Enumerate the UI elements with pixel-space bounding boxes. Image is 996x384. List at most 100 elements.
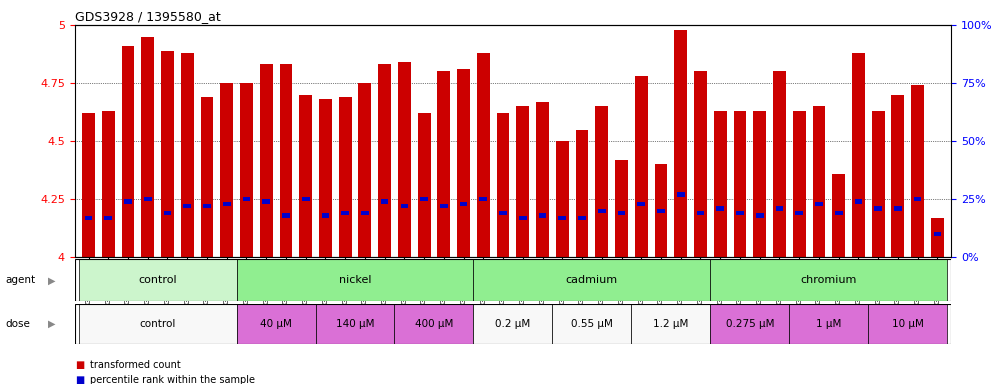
Bar — [553, 304, 631, 344]
Bar — [417, 113, 430, 257]
Bar — [714, 111, 727, 257]
Text: ■: ■ — [75, 360, 84, 370]
Bar — [833, 174, 845, 257]
Bar — [262, 199, 270, 204]
Bar — [124, 199, 131, 204]
Bar — [223, 202, 230, 206]
Bar — [237, 259, 473, 301]
Bar — [240, 83, 253, 257]
Bar — [380, 199, 388, 204]
Bar — [796, 211, 803, 215]
Bar — [342, 211, 349, 215]
Bar — [710, 259, 947, 301]
Text: ▶: ▶ — [48, 275, 56, 285]
Bar — [674, 30, 687, 257]
Bar — [911, 85, 924, 257]
Bar — [657, 209, 665, 213]
Bar — [497, 113, 510, 257]
Bar — [82, 113, 95, 257]
Bar — [631, 304, 710, 344]
Bar — [105, 216, 113, 220]
Text: 0.275 μM: 0.275 μM — [725, 319, 774, 329]
Bar — [460, 202, 467, 206]
Bar — [576, 129, 589, 257]
Bar — [872, 111, 884, 257]
Bar — [776, 207, 783, 210]
Bar — [200, 97, 213, 257]
Text: transformed count: transformed count — [90, 360, 180, 370]
Text: ■: ■ — [75, 375, 84, 384]
Bar — [473, 259, 710, 301]
Bar — [931, 218, 944, 257]
Bar — [477, 53, 490, 257]
Bar — [753, 111, 766, 257]
Bar — [378, 65, 391, 257]
Bar — [736, 211, 744, 215]
Bar — [556, 141, 569, 257]
Bar — [855, 199, 863, 204]
Bar — [237, 304, 316, 344]
Bar — [616, 160, 627, 257]
Bar — [322, 214, 330, 218]
Bar — [440, 204, 447, 208]
Bar — [516, 106, 529, 257]
Bar — [398, 62, 410, 257]
Bar — [400, 204, 408, 208]
Text: ▶: ▶ — [48, 319, 56, 329]
Bar — [654, 164, 667, 257]
Bar — [339, 97, 352, 257]
Bar — [473, 304, 553, 344]
Bar — [733, 111, 746, 257]
Bar — [773, 71, 786, 257]
Text: 140 μM: 140 μM — [336, 319, 374, 329]
Bar — [869, 304, 947, 344]
Text: 0.2 μM: 0.2 μM — [495, 319, 531, 329]
Bar — [359, 83, 372, 257]
Bar — [835, 211, 843, 215]
Bar — [361, 211, 369, 215]
Bar — [789, 304, 869, 344]
Bar — [260, 65, 273, 257]
Bar — [891, 94, 904, 257]
Bar — [282, 214, 290, 218]
Bar — [598, 209, 606, 213]
Text: 40 μM: 40 μM — [260, 319, 292, 329]
Bar — [280, 65, 293, 257]
Bar — [815, 202, 823, 206]
Bar — [677, 192, 684, 197]
Bar — [579, 216, 586, 220]
Bar — [696, 211, 704, 215]
Text: 400 μM: 400 μM — [414, 319, 453, 329]
Bar — [637, 202, 645, 206]
Bar — [143, 197, 151, 201]
Text: 10 μM: 10 μM — [891, 319, 923, 329]
Bar — [618, 211, 625, 215]
Text: dose: dose — [5, 319, 30, 329]
Bar — [596, 106, 609, 257]
Bar — [163, 211, 171, 215]
Bar — [634, 76, 647, 257]
Bar — [852, 53, 865, 257]
Text: 1.2 μM: 1.2 μM — [653, 319, 688, 329]
Bar — [183, 204, 191, 208]
Bar — [85, 216, 93, 220]
Bar — [161, 51, 174, 257]
Bar — [394, 304, 473, 344]
Bar — [141, 36, 154, 257]
Bar — [813, 106, 826, 257]
Bar — [122, 46, 134, 257]
Bar — [539, 214, 547, 218]
Bar — [874, 207, 882, 210]
Bar — [181, 53, 193, 257]
Text: GDS3928 / 1395580_at: GDS3928 / 1395580_at — [75, 10, 220, 23]
Bar — [437, 71, 450, 257]
Text: chromium: chromium — [801, 275, 857, 285]
Text: nickel: nickel — [339, 275, 372, 285]
Bar — [203, 204, 211, 208]
Bar — [243, 197, 250, 201]
Bar — [710, 304, 789, 344]
Bar — [220, 83, 233, 257]
Bar — [756, 214, 764, 218]
Bar — [536, 102, 549, 257]
Bar — [793, 111, 806, 257]
